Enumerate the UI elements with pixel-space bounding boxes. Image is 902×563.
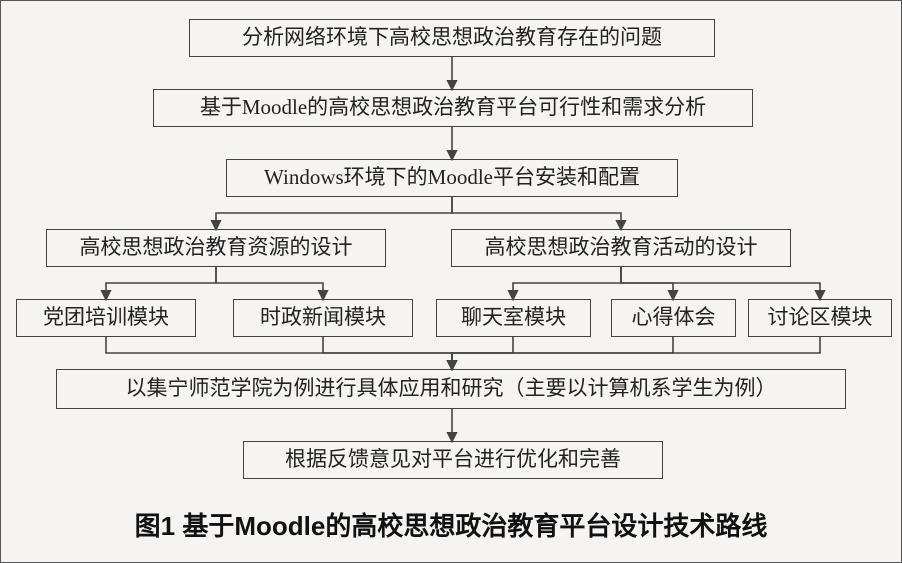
flowchart-frame: 分析网络环境下高校思想政治教育存在的问题 基于Moodle的高校思想政治教育平台… <box>0 0 902 563</box>
node-module-reflection: 心得体会 <box>611 299 736 337</box>
node-label: 讨论区模块 <box>768 305 873 330</box>
edge <box>452 197 621 229</box>
node-feasibility-analysis: 基于Moodle的高校思想政治教育平台可行性和需求分析 <box>153 89 753 127</box>
node-label: 基于Moodle的高校思想政治教育平台可行性和需求分析 <box>200 95 706 120</box>
node-install-config: Windows环境下的Moodle平台安装和配置 <box>226 159 678 197</box>
edge <box>106 267 216 299</box>
node-resource-design: 高校思想政治教育资源的设计 <box>46 229 386 267</box>
edge <box>621 267 820 299</box>
node-label: 以集宁师范学院为例进行具体应用和研究（主要以计算机系学生为例） <box>126 376 777 401</box>
node-label: 根据反馈意见对平台进行优化和完善 <box>285 447 621 472</box>
node-label: 心得体会 <box>632 305 716 330</box>
node-label: 高校思想政治教育资源的设计 <box>80 235 353 260</box>
node-module-party-training: 党团培训模块 <box>16 299 196 337</box>
node-label: 时政新闻模块 <box>260 305 386 330</box>
node-label: Windows环境下的Moodle平台安装和配置 <box>264 165 640 190</box>
figure-caption: 图1 基于Moodle的高校思想政治教育平台设计技术路线 <box>1 506 901 543</box>
node-problem-analysis: 分析网络环境下高校思想政治教育存在的问题 <box>189 19 715 57</box>
edge <box>452 337 820 369</box>
node-activity-design: 高校思想政治教育活动的设计 <box>451 229 791 267</box>
node-module-news: 时政新闻模块 <box>233 299 413 337</box>
node-module-chat: 聊天室模块 <box>436 299 591 337</box>
node-label: 高校思想政治教育活动的设计 <box>485 235 758 260</box>
edge <box>452 337 673 369</box>
edge <box>106 337 452 369</box>
edge <box>216 267 323 299</box>
edge <box>323 337 452 369</box>
node-optimize: 根据反馈意见对平台进行优化和完善 <box>243 441 663 479</box>
edge <box>452 337 513 369</box>
node-module-discussion: 讨论区模块 <box>748 299 892 337</box>
edge <box>621 267 673 299</box>
node-label: 聊天室模块 <box>461 305 566 330</box>
node-label: 分析网络环境下高校思想政治教育存在的问题 <box>242 25 662 50</box>
node-case-study: 以集宁师范学院为例进行具体应用和研究（主要以计算机系学生为例） <box>56 369 846 409</box>
edge <box>216 197 452 229</box>
node-label: 党团培训模块 <box>43 305 169 330</box>
edge <box>513 267 621 299</box>
